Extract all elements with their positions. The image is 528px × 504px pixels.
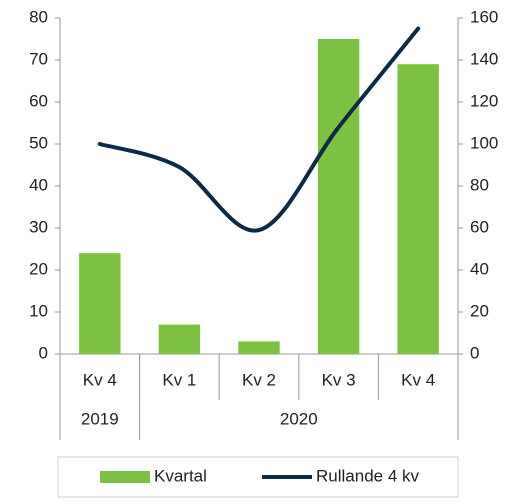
x-tick-label: Kv 4 <box>401 370 435 389</box>
y-tick-label: 70 <box>29 49 48 68</box>
legend-label: Rullande 4 kv <box>316 466 420 485</box>
group-label: 2020 <box>280 409 318 428</box>
legend-label: Kvartal <box>154 466 207 485</box>
bar <box>397 64 439 354</box>
y2-tick-label: 120 <box>470 91 498 110</box>
y-tick-label: 20 <box>29 259 48 278</box>
x-tick-label: Kv 1 <box>162 370 196 389</box>
y2-tick-label: 60 <box>470 217 489 236</box>
group-label: 2019 <box>81 409 119 428</box>
y-tick-label: 0 <box>39 343 48 362</box>
y2-tick-label: 40 <box>470 259 489 278</box>
x-tick-label: Kv 4 <box>83 370 117 389</box>
bar <box>317 39 360 354</box>
y-tick-label: 10 <box>29 301 48 320</box>
x-tick-label: Kv 3 <box>322 370 356 389</box>
line <box>97 26 421 233</box>
y-tick-label: 50 <box>29 133 48 152</box>
y2-tick-label: 140 <box>470 49 498 68</box>
y2-tick-label: 160 <box>470 7 498 26</box>
y-tick-label: 60 <box>29 91 48 110</box>
legend-swatch <box>100 471 150 483</box>
y-tick-label: 30 <box>29 217 48 236</box>
y2-tick-label: 80 <box>470 175 489 194</box>
y-tick-label: 40 <box>29 175 48 194</box>
legend-box <box>57 456 459 498</box>
bar <box>158 324 201 354</box>
bar <box>79 253 121 354</box>
y2-tick-label: 0 <box>470 343 479 362</box>
y2-tick-label: 100 <box>470 133 498 152</box>
bar <box>238 341 280 354</box>
x-tick-label: Kv 2 <box>242 370 276 389</box>
y2-tick-label: 20 <box>470 301 489 320</box>
y-tick-label: 80 <box>29 7 48 26</box>
